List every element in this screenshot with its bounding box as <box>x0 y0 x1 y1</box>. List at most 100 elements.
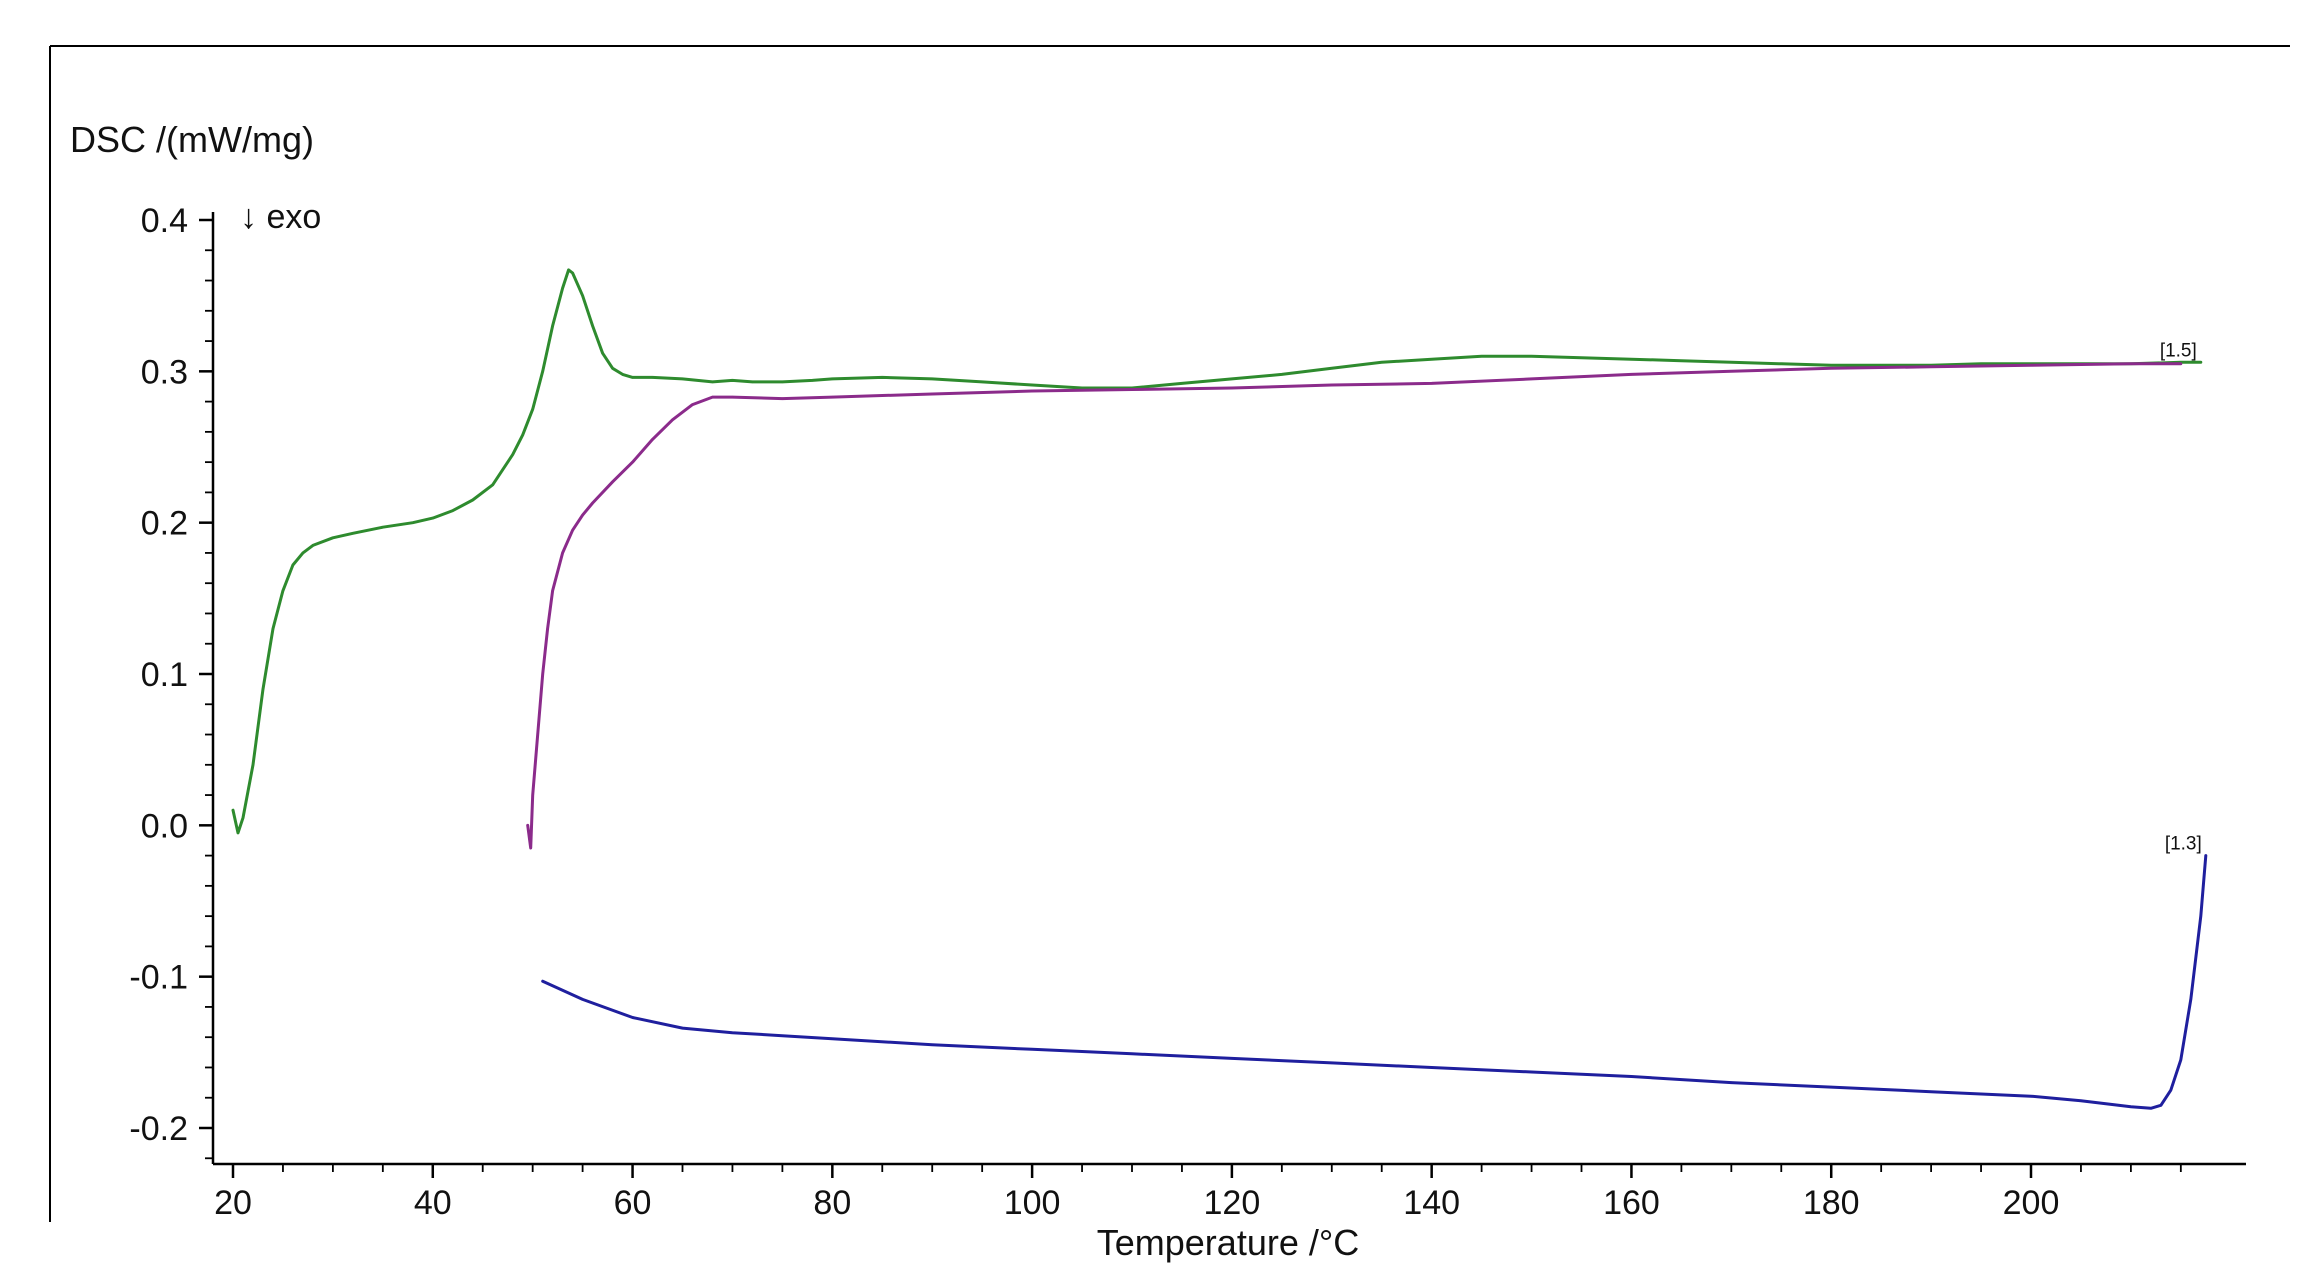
series-line-1 <box>231 268 2203 835</box>
series-1-point <box>751 380 754 384</box>
y-tick-label: -0.1 <box>129 959 188 997</box>
series-1-point <box>981 380 984 384</box>
series-1-point <box>811 379 814 382</box>
series-1-point <box>501 468 504 471</box>
y-tick-label: 0.2 <box>141 505 188 543</box>
series-2-point <box>2129 362 2133 365</box>
series-1-point <box>1630 358 1633 361</box>
series-2-point <box>831 395 834 399</box>
series-2-point <box>571 529 574 532</box>
series-line-2 <box>526 362 2183 850</box>
series-1-point <box>931 377 934 381</box>
x-tick-label: 200 <box>2003 1184 2060 1222</box>
series-1-point <box>1330 367 1334 370</box>
series-1-point <box>781 380 784 384</box>
series-2-point <box>531 793 534 797</box>
series-1-point <box>491 483 494 486</box>
series-1-point <box>711 380 714 384</box>
series-2-point <box>1130 388 1134 391</box>
series-3-point <box>781 1034 784 1037</box>
y-tick-label: 0.0 <box>141 807 188 845</box>
series-1-point <box>631 376 634 379</box>
series-2-point <box>529 846 532 850</box>
series-3-point <box>2079 1099 2083 1103</box>
series-1-point <box>521 433 524 437</box>
series-1-point <box>1380 361 1383 364</box>
series-1-point <box>236 831 240 835</box>
series-end-label-3: [1.3] <box>2165 834 2202 855</box>
series-3-point <box>1630 1075 1633 1078</box>
series-1-point <box>261 687 265 691</box>
series-3-point <box>931 1043 934 1047</box>
exo-annotation: ↓ exo <box>240 198 321 236</box>
x-tick-label: 160 <box>1603 1184 1660 1222</box>
series-3-point <box>1730 1081 1733 1084</box>
x-axis-ticks: 20 40 60 80 100 120 140 160 180 200 <box>214 1164 2182 1222</box>
series-1-point <box>451 509 454 512</box>
series-1-point <box>581 294 584 297</box>
series-1-point <box>1830 364 1833 367</box>
series-2-point <box>536 733 539 736</box>
series-3-point <box>581 998 584 1001</box>
series-1-point <box>431 516 434 520</box>
series-2-point <box>1830 367 1833 370</box>
x-tick-label: 180 <box>1803 1184 1860 1222</box>
x-tick-label: 100 <box>1004 1184 1061 1222</box>
series-3-point <box>1430 1066 1433 1069</box>
series-1-point <box>301 551 305 555</box>
series-1-point <box>1780 362 1783 365</box>
x-tick-label: 120 <box>1204 1184 1261 1222</box>
series-1-point <box>601 352 604 355</box>
series-3-point <box>1230 1057 1234 1060</box>
series-2-point <box>1630 373 1633 376</box>
series-3-point <box>1530 1070 1533 1074</box>
series-1-point <box>551 324 554 328</box>
series-1-point <box>231 809 235 812</box>
series-2-point <box>781 397 784 400</box>
series-2-point <box>1530 377 1533 381</box>
series-2-point <box>2029 364 2033 367</box>
series-1-point <box>567 268 570 272</box>
series-1-point <box>591 324 594 328</box>
y-tick-label: -0.2 <box>129 1110 188 1148</box>
series-1-point <box>331 536 335 539</box>
series-3-point <box>1929 1090 1933 1093</box>
series-2-point <box>1230 386 1234 390</box>
series-2-point <box>1730 370 1733 373</box>
y-axis-ticks: 0.4 0.3 0.2 0.1 0.0 -0.1 -0.2 <box>129 202 213 1160</box>
x-tick-label: 60 <box>614 1184 652 1222</box>
series-1-point <box>881 376 884 379</box>
series-3-point <box>1330 1061 1334 1065</box>
series-1-point <box>1730 361 1733 364</box>
series-3-point <box>2189 998 2192 1001</box>
y-tick-label: 0.1 <box>141 656 188 694</box>
x-axis-title: Temperature /°C <box>1097 1222 1360 1263</box>
series-2-point <box>731 395 734 399</box>
series-3-point <box>1130 1052 1134 1056</box>
x-tick-label: 20 <box>214 1184 252 1222</box>
series-2-point <box>1430 382 1433 385</box>
series-1-point <box>1080 386 1084 390</box>
series-end-label-1: [1.5] <box>2160 340 2197 361</box>
series-3-point <box>2169 1089 2172 1092</box>
series-3-point <box>541 980 544 983</box>
series-3-point <box>2199 914 2202 918</box>
series-1-point <box>561 286 564 290</box>
series-1-point <box>651 376 654 379</box>
series-1-point <box>1430 358 1433 361</box>
series-3-point <box>731 1031 734 1034</box>
series-1-point <box>1530 355 1533 358</box>
series-1-point <box>1030 383 1034 387</box>
series-2-point <box>691 403 694 406</box>
series-layer <box>231 268 2208 1110</box>
x-tick-label: 40 <box>414 1184 452 1222</box>
series-1-point <box>831 377 834 381</box>
series-2-point <box>551 589 554 592</box>
series-2-point <box>526 824 529 827</box>
series-3-point <box>681 1026 684 1030</box>
series-2-point <box>631 460 634 464</box>
series-1-point <box>251 763 255 766</box>
series-1-point <box>1979 362 1983 365</box>
series-2-point <box>581 513 584 517</box>
series-1-point <box>291 563 295 567</box>
